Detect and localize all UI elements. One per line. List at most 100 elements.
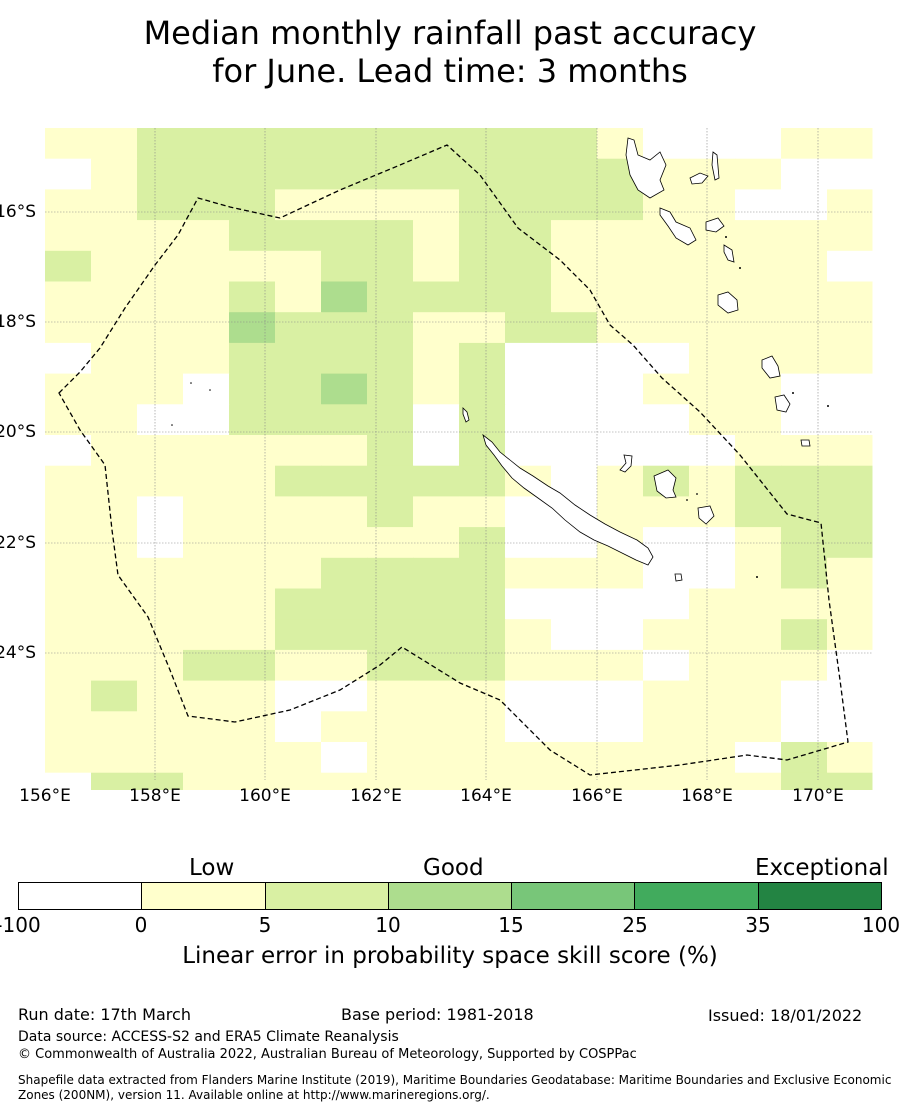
skill-cell: [183, 342, 230, 375]
skill-cell: [689, 465, 736, 497]
skill-cell: [643, 588, 690, 620]
skill-cell: [45, 250, 92, 282]
skill-cell: [459, 772, 506, 790]
skill-cell: [689, 557, 736, 589]
skill-cell: [91, 435, 138, 467]
skill-cell: [183, 465, 230, 497]
skill-cell: [91, 312, 138, 344]
skill-cell: [827, 465, 873, 497]
skill-cell: [781, 312, 828, 344]
skill-cell: [827, 435, 873, 467]
skill-cell: [459, 711, 506, 743]
skill-cell: [367, 435, 414, 467]
skill-cell: [91, 250, 138, 282]
skill-cell: [321, 250, 368, 282]
skill-cell: [275, 588, 322, 620]
skill-cell: [137, 220, 184, 252]
skill-cell: [643, 772, 690, 790]
skill-cell: [229, 158, 276, 190]
skill-cell: [229, 588, 276, 620]
skill-cell: [505, 619, 552, 651]
ambrym-island: [705, 217, 725, 233]
skill-cell: [367, 772, 414, 790]
skill-cell: [413, 128, 460, 160]
skill-cell: [827, 189, 873, 221]
islet: [827, 405, 829, 407]
lon-label-166E: 166°E: [571, 786, 623, 806]
mare-island: [697, 505, 715, 525]
skill-cell: [781, 588, 828, 620]
skill-cell: [689, 342, 736, 375]
skill-cell: [459, 281, 506, 313]
islet: [739, 267, 741, 269]
skill-cell: [137, 527, 184, 559]
lat-label-22S: 22°S: [0, 533, 36, 553]
skill-cell: [551, 158, 598, 190]
skill-cell: [183, 649, 230, 682]
skill-cell: [505, 711, 552, 743]
aneityum-island: [800, 439, 811, 447]
skill-cell: [229, 649, 276, 682]
skill-cell: [229, 281, 276, 313]
colorbar-tick: 35: [745, 913, 771, 937]
epi-island: [723, 244, 735, 263]
skill-cell: [827, 557, 873, 589]
lat-label-16S: 16°S: [0, 202, 36, 222]
skill-cell: [91, 342, 138, 375]
skill-cell: [413, 312, 460, 344]
skill-cell: [91, 649, 138, 682]
skill-cell: [827, 342, 873, 375]
skill-cell: [827, 281, 873, 313]
skill-cell: [735, 557, 782, 589]
skill-cell: [45, 588, 92, 620]
category-exceptional: Exceptional: [755, 855, 889, 881]
skill-cell: [643, 312, 690, 344]
skill-cell: [367, 742, 414, 774]
ouvea-island: [619, 454, 633, 473]
skill-cell: [413, 711, 460, 743]
skill-cell: [827, 649, 873, 682]
skill-cell: [45, 465, 92, 497]
skill-cell: [275, 649, 322, 682]
skill-cell: [781, 619, 828, 651]
skill-cell: [91, 742, 138, 774]
skill-cell: [183, 250, 230, 282]
skill-cell: [643, 128, 690, 160]
colorbar-segment: [388, 883, 513, 909]
skill-cell: [183, 557, 230, 589]
skill-cell: [551, 557, 598, 589]
skill-cell: [413, 342, 460, 375]
efate-island: [717, 291, 739, 314]
skill-cell: [459, 312, 506, 344]
skill-cell: [229, 312, 276, 344]
skill-cell: [459, 619, 506, 651]
category-good: Good: [423, 855, 484, 881]
skill-cell: [735, 711, 782, 743]
skill-cell: [597, 220, 644, 252]
skill-cell: [505, 189, 552, 221]
skill-cell: [505, 250, 552, 282]
colorbar-tick: 100: [861, 913, 900, 937]
skill-cell: [321, 680, 368, 712]
skill-cell: [275, 557, 322, 589]
skill-map: [45, 128, 873, 790]
skill-cell: [413, 649, 460, 682]
skill-cell: [229, 742, 276, 774]
skill-cell: [689, 680, 736, 712]
skill-cell: [229, 557, 276, 589]
skill-cell: [367, 158, 414, 190]
skill-cell: [413, 465, 460, 497]
skill-cell: [45, 496, 92, 528]
skill-cell: [45, 527, 92, 559]
skill-cell: [827, 711, 873, 743]
skill-cell: [137, 435, 184, 467]
title-line-1: Median monthly rainfall past accuracy: [143, 14, 757, 52]
skill-cell: [413, 250, 460, 282]
skill-cell: [137, 312, 184, 344]
skill-cell: [459, 128, 506, 160]
espiritu-santo-island: [625, 137, 667, 199]
skill-cell: [643, 496, 690, 528]
shapefile-credit: Shapefile data extracted from Flanders M…: [18, 1073, 892, 1102]
skill-cell: [45, 281, 92, 313]
skill-cell: [229, 711, 276, 743]
